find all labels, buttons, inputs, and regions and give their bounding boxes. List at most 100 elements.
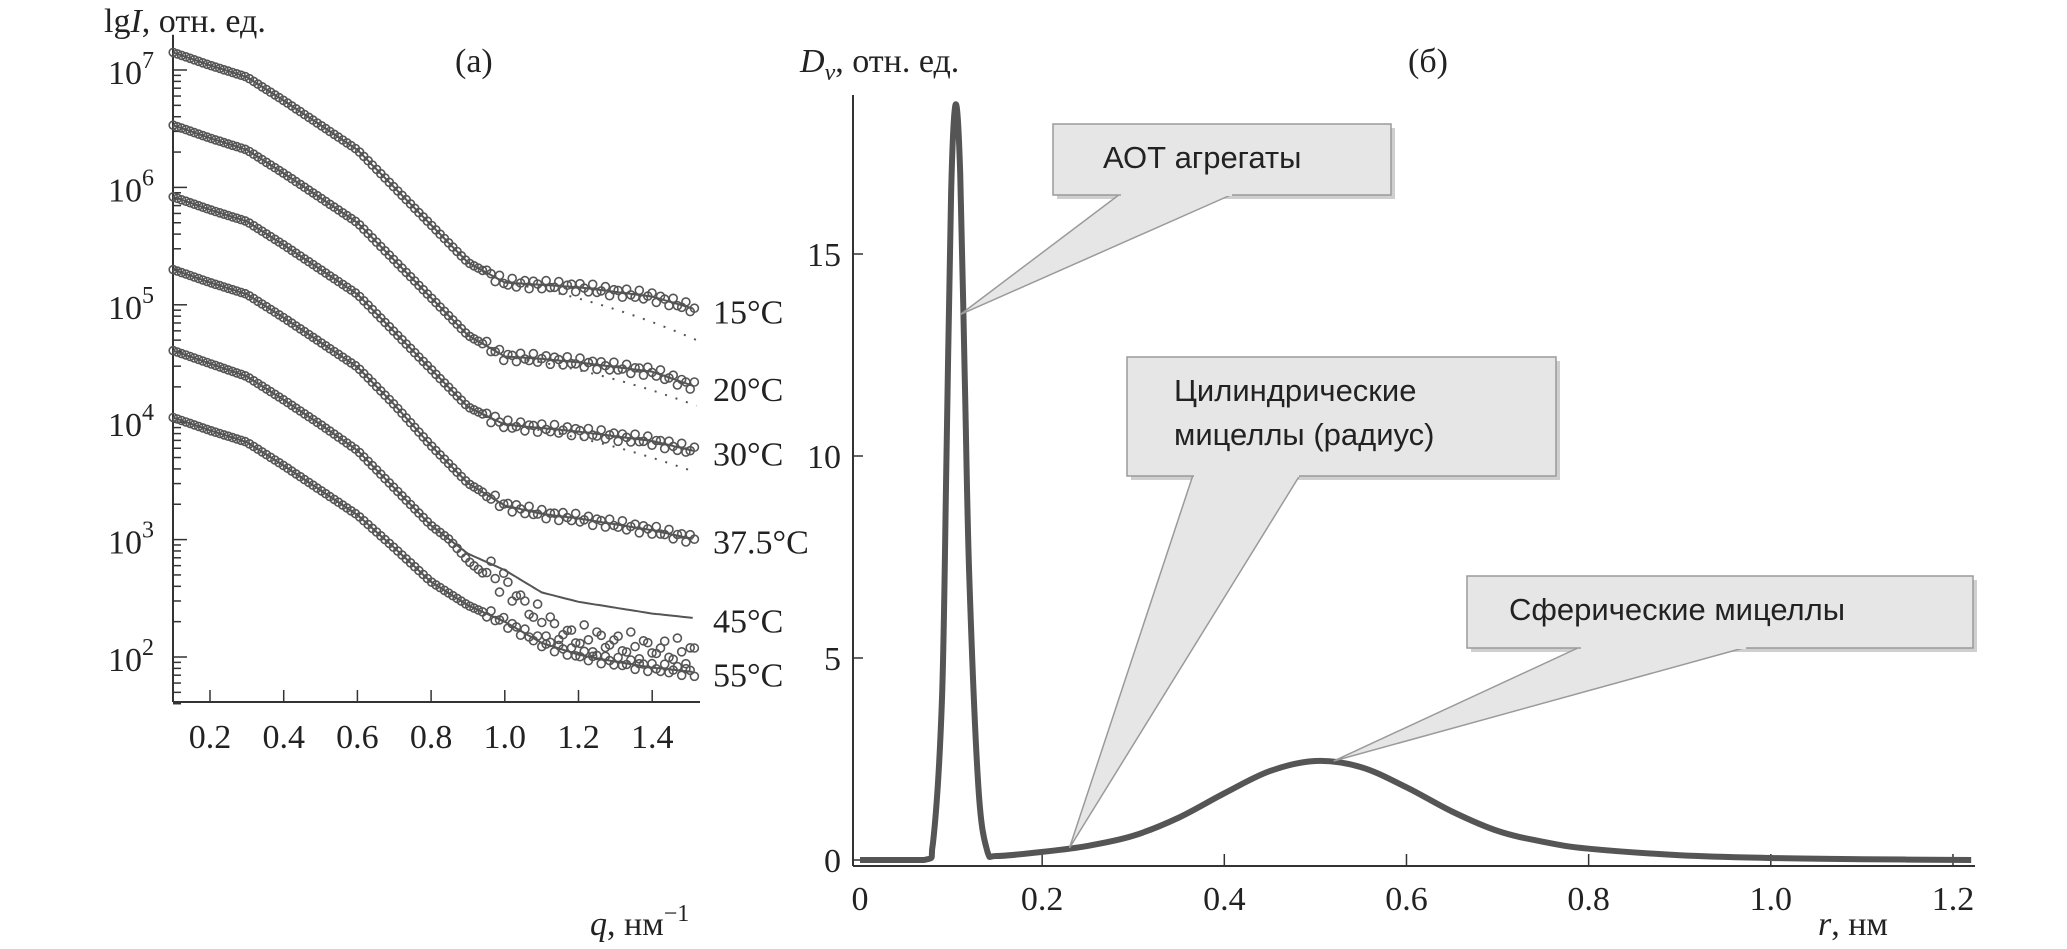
data-point xyxy=(185,53,195,64)
data-point xyxy=(172,414,183,424)
data-point xyxy=(198,130,208,141)
data-point xyxy=(231,434,242,444)
data-point xyxy=(596,425,607,435)
data-point xyxy=(541,275,551,286)
data-point xyxy=(630,362,640,373)
data-point xyxy=(587,279,598,290)
data-point xyxy=(223,210,233,221)
data-point xyxy=(689,671,700,682)
y-tick-label: 5 xyxy=(824,641,841,678)
data-point xyxy=(689,442,700,453)
model-dotted-line xyxy=(504,281,697,341)
data-point xyxy=(227,284,238,295)
data-point xyxy=(490,276,501,287)
data-point xyxy=(681,447,691,457)
data-point xyxy=(219,137,229,148)
data-point xyxy=(219,430,229,440)
data-point xyxy=(549,646,560,657)
data-point xyxy=(176,267,187,278)
x-tick-label: 0.8 xyxy=(1567,881,1610,918)
data-point xyxy=(634,527,645,538)
y-tick-label: 104 xyxy=(108,400,154,444)
data-point xyxy=(503,349,513,360)
data-point xyxy=(231,141,242,152)
data-point xyxy=(609,284,619,295)
data-point xyxy=(668,293,679,304)
data-point xyxy=(617,645,628,656)
data-point xyxy=(227,140,238,151)
data-point xyxy=(689,643,700,653)
series-label: 20°C xyxy=(713,372,783,409)
data-point xyxy=(498,278,509,289)
data-point xyxy=(223,431,233,442)
data-point xyxy=(215,428,225,439)
data-point xyxy=(634,285,645,296)
data-point xyxy=(520,624,530,634)
data-point xyxy=(210,360,221,371)
data-point xyxy=(168,47,178,58)
data-point xyxy=(198,275,208,285)
data-point xyxy=(507,507,518,517)
data-point xyxy=(507,273,518,284)
data-point xyxy=(536,504,547,515)
data-point xyxy=(193,421,204,432)
data-point xyxy=(206,133,217,144)
fit-line xyxy=(172,51,693,310)
callout-text: Цилиндрические xyxy=(1174,373,1416,408)
data-point xyxy=(477,567,488,578)
data-point xyxy=(587,430,598,440)
data-point xyxy=(579,620,590,630)
data-point xyxy=(185,418,195,429)
data-point xyxy=(613,522,623,533)
data-point xyxy=(176,415,187,426)
data-point xyxy=(236,70,246,80)
callout-box xyxy=(1466,575,1974,649)
data-point xyxy=(193,129,204,139)
data-point xyxy=(494,587,505,597)
data-point xyxy=(168,192,178,202)
data-point xyxy=(181,350,191,360)
data-point xyxy=(219,282,229,292)
data-point xyxy=(215,280,225,291)
panel-b-ylabel: Dv, отн. ед. xyxy=(799,43,959,86)
data-point xyxy=(176,50,187,61)
data-point xyxy=(647,288,657,298)
data-point xyxy=(689,377,700,387)
data-point xyxy=(210,206,221,217)
data-point xyxy=(206,60,217,71)
data-point xyxy=(189,54,200,65)
data-point xyxy=(227,366,238,377)
data-point xyxy=(583,511,594,522)
data-point xyxy=(236,435,246,446)
data-point xyxy=(223,365,233,375)
data-point xyxy=(613,631,623,642)
data-point xyxy=(176,123,187,133)
series-label: 55°C xyxy=(713,657,783,694)
callout-box xyxy=(1126,356,1557,477)
callout-box xyxy=(1052,123,1392,196)
data-point xyxy=(587,651,598,662)
data-point xyxy=(210,135,221,145)
data-point xyxy=(681,658,691,669)
data-point xyxy=(172,347,183,357)
data-point xyxy=(528,348,539,359)
data-point xyxy=(630,664,640,675)
data-point xyxy=(206,359,217,369)
data-point xyxy=(227,432,238,443)
data-point xyxy=(532,599,543,609)
data-point xyxy=(185,197,195,208)
x-tick-label: 0.6 xyxy=(1385,881,1428,918)
data-point xyxy=(223,139,233,149)
data-point xyxy=(562,625,573,636)
x-tick-label: 0.2 xyxy=(189,719,232,756)
data-point xyxy=(536,617,547,628)
panel-a-label: (а) xyxy=(455,43,493,80)
data-point xyxy=(558,507,568,518)
data-point xyxy=(477,265,488,276)
data-point xyxy=(181,196,191,206)
data-point xyxy=(642,666,653,677)
data-point xyxy=(176,195,187,205)
x-tick-label: 1.2 xyxy=(1932,881,1975,918)
data-point xyxy=(215,362,225,372)
